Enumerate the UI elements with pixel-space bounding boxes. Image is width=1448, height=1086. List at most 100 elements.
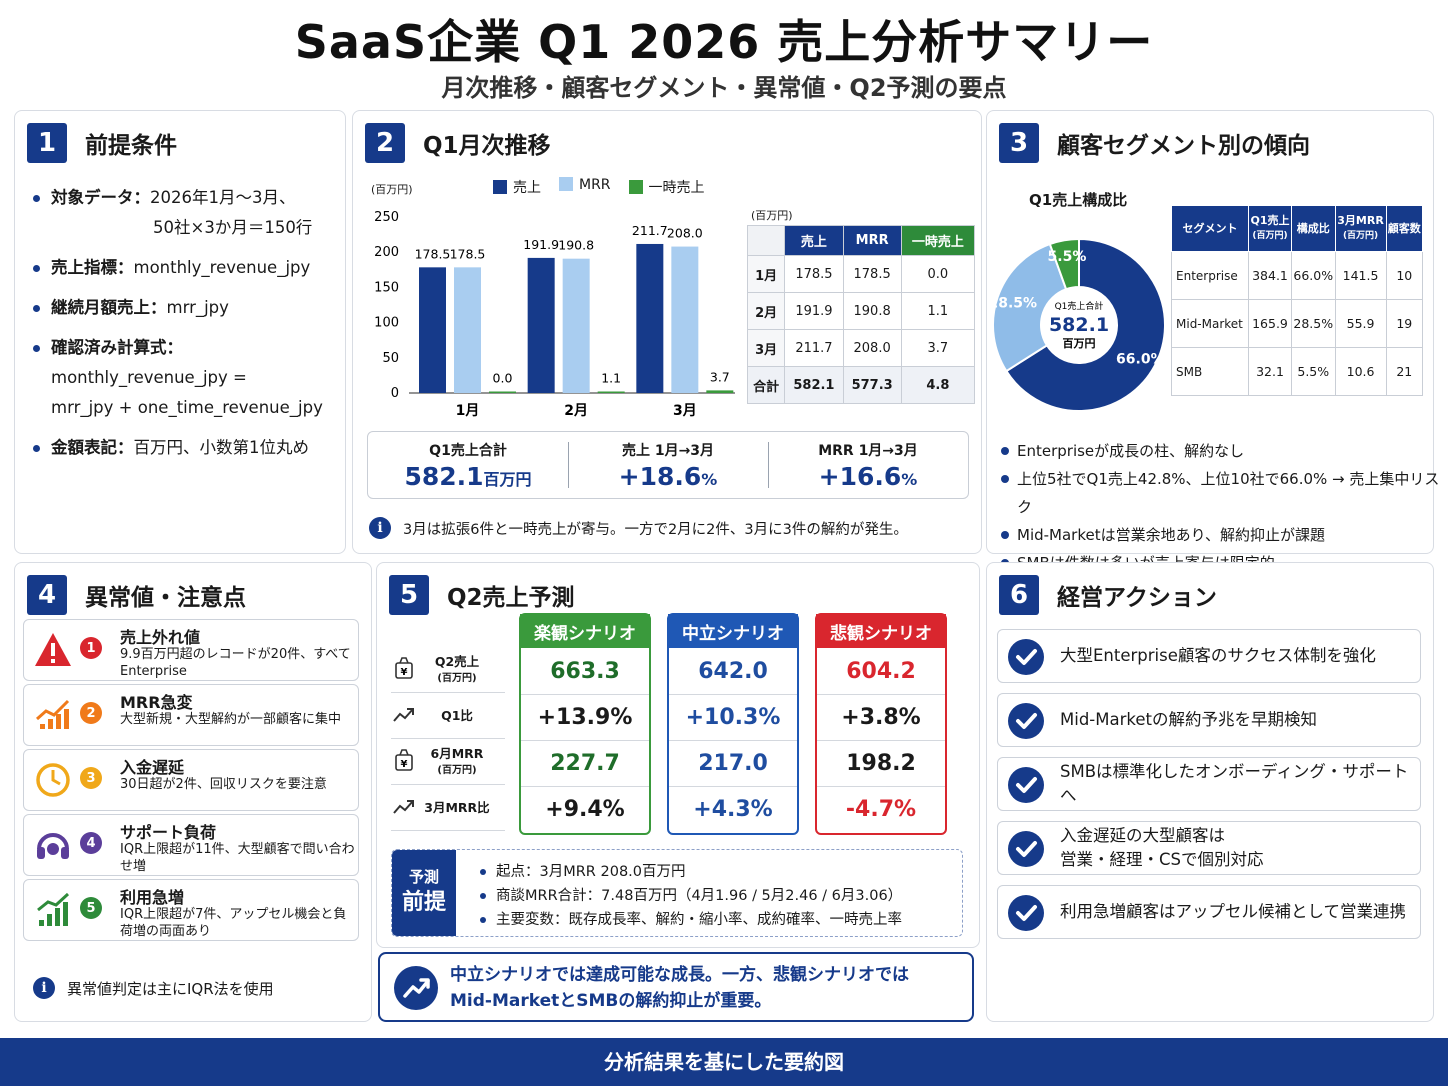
anomaly-title: サポート負荷 <box>120 823 217 842</box>
action-item: Mid-Marketの解約予兆を早期検知 <box>997 693 1421 747</box>
trend-chart-icon <box>34 695 72 735</box>
y-tick-label: 250 <box>374 210 399 225</box>
check-icon <box>1008 639 1044 675</box>
legend-label: 売上 <box>513 180 541 196</box>
table-cell: 141.5 <box>1334 251 1387 300</box>
assumption-value: mrr_jpy <box>166 298 229 317</box>
money-bag-icon: ¥ <box>391 747 417 777</box>
forecast-row-label: 3月MRR比 <box>391 785 505 831</box>
bar-value-label: 191.9 <box>523 237 559 252</box>
scenario-value: +9.4% <box>521 786 649 832</box>
kpi-value: 582.1百万円 <box>368 462 568 491</box>
y-tick-label: 100 <box>374 316 399 331</box>
pie-slice <box>1005 237 1166 412</box>
svg-text:¥: ¥ <box>401 759 408 770</box>
bar-value-label: 0.0 <box>493 371 513 386</box>
segment-name: Mid-Market <box>1170 299 1250 348</box>
row-label-text: Q2売上 (百万円) <box>417 654 497 686</box>
kpi-number: +18.6 <box>618 462 702 491</box>
anomaly-title: 入金遅延 <box>120 758 185 777</box>
scenario-value: 198.2 <box>817 740 945 786</box>
anomaly-card: 2 MRR急変 大型新規・大型解約が一部顧客に集中 <box>23 684 359 746</box>
legend-entry: 一時売上 <box>628 177 705 197</box>
table-cell: 165.9 <box>1248 299 1292 348</box>
action-item: 大型Enterprise顧客のサクセス体制を強化 <box>997 629 1421 683</box>
scenario-value: +4.3% <box>669 786 797 832</box>
pie-label: 5.5% <box>1048 249 1087 265</box>
row-label: 合計 <box>746 366 786 404</box>
segment-point: Mid-Marketは営業余地あり、解約抑止が課題 <box>1001 521 1441 549</box>
row-label: 1月 <box>746 255 786 293</box>
pie-slice <box>1048 237 1080 291</box>
forecast-conclusion: 中立シナリオでは達成可能な成長。一方、悲観シナリオでは Mid-MarketとSM… <box>378 952 974 1022</box>
kpi-unit: % <box>701 470 718 489</box>
pie-center-unit: 百万円 <box>1063 337 1096 350</box>
action-text: Mid-Marketの解約予兆を早期検知 <box>1060 694 1317 746</box>
assumption-item: 対象データ：2026年1月〜3月、 50社×3か月＝150行 <box>33 183 343 243</box>
action-text: 大型Enterprise顧客のサクセス体制を強化 <box>1060 630 1376 682</box>
panel-actions: 6 経営アクション 大型Enterprise顧客のサクセス体制を強化 Mid-Mar… <box>986 562 1434 1022</box>
kpi-label: MRR 1月→3月 <box>818 443 918 459</box>
y-tick-label: 0 <box>391 386 399 401</box>
anomaly-card: 5 利用急増 IQR上限超が7件、アップセル機会と負荷増の両面あり <box>23 879 359 941</box>
row-label-unit: (百万円) <box>437 672 477 684</box>
y-tick-label: 150 <box>374 280 399 295</box>
bar <box>489 391 516 393</box>
x-tick-label: 2月 <box>564 403 588 419</box>
table-cell: 32.1 <box>1248 347 1292 396</box>
table-row: 2月 191.9 190.8 1.1 <box>746 292 976 330</box>
row-label: 3月 <box>746 329 786 367</box>
bar-value-label: 1.1 <box>601 371 621 386</box>
table-cell: 178.5 <box>784 255 844 293</box>
bar-value-label: 178.5 <box>450 246 486 261</box>
info-icon: i <box>369 517 391 539</box>
segment-point: 上位5社でQ1売上42.8%、上位10社で66.0% → 売上集中リスク <box>1001 465 1441 521</box>
scenario-column: 中立シナリオ 642.0 +10.3% 217.0 +4.3% <box>667 613 799 835</box>
panel-title: 前提条件 <box>85 133 177 159</box>
row-label: 2月 <box>746 292 786 330</box>
forecast-row-label: ¥ Q2売上 (百万円) <box>391 647 505 693</box>
premise-item: 起点：3月MRR 208.0百万円 <box>480 860 902 884</box>
row-label-text: 3月MRR比 <box>417 800 497 815</box>
scenario-value: 642.0 <box>698 658 768 684</box>
action-label: 入金遅延の大型顧客は 営業・経理・CSで個別対応 <box>1060 826 1264 869</box>
kpi-unit: % <box>901 470 918 489</box>
table-cell: 190.8 <box>842 292 902 330</box>
anomaly-desc: 30日超が2件、回収リスクを要注意 <box>120 777 327 792</box>
bar-value-label: 3.7 <box>710 369 730 384</box>
conclusion-line2: Mid-MarketとSMBの解約抑止が重要。 <box>450 991 772 1011</box>
panel-title: 顧客セグメント別の傾向 <box>1057 133 1310 159</box>
panel-number: 2 <box>365 123 405 163</box>
scenario-column: 楽観シナリオ 663.3 +13.9% 227.7 +9.4% <box>519 613 651 835</box>
action-label: SMBは標準化したオンボーディング・サポートへ <box>1060 762 1409 805</box>
assumption-list: 対象データ：2026年1月〜3月、 50社×3か月＝150行 売上指標：monthl… <box>33 183 343 473</box>
x-tick-label: 1月 <box>456 403 480 419</box>
assumption-value: 百万円、小数第1位丸め <box>133 438 310 457</box>
table-cell: 582.1 <box>784 366 844 404</box>
anomaly-number: 1 <box>80 637 102 659</box>
table-row: Mid-Market 165.9 28.5% 55.9 19 <box>1170 299 1424 348</box>
panel-number: 4 <box>27 575 67 615</box>
panel-anomalies: 4 異常値・注意点 1 売上外れ値 9.9百万円超のレコードが20件、すべてEnter… <box>14 562 372 1022</box>
trend-up-icon <box>394 966 438 1010</box>
svg-text:¥: ¥ <box>401 667 408 678</box>
table-cell: 10 <box>1385 251 1424 300</box>
panel-number: 1 <box>27 123 67 163</box>
col-header: 顧客数 <box>1385 205 1424 252</box>
col-header: 売上 <box>784 225 844 256</box>
table-cell: 208.0 <box>842 329 902 367</box>
trend-up-icon <box>391 701 417 731</box>
bar-value-label: 208.0 <box>667 226 703 241</box>
action-item: 利用急増顧客はアップセル候補として営業連携 <box>997 885 1421 939</box>
table-row: 3月 211.7 208.0 3.7 <box>746 329 976 367</box>
bar <box>706 390 734 393</box>
row-label-title: Q1比 <box>441 708 473 723</box>
segment-name: SMB <box>1170 347 1250 396</box>
action-item: SMBは標準化したオンボーディング・サポートへ <box>997 757 1421 811</box>
panel-title: 異常値・注意点 <box>85 585 246 611</box>
kpi-value: +16.6% <box>768 462 968 491</box>
table-cell: 191.9 <box>784 292 844 330</box>
assumption-label: 対象データ： <box>51 188 150 207</box>
col-header: 構成比 <box>1290 205 1336 252</box>
kpi-card: MRR 1月→3月 +16.6% <box>768 432 968 498</box>
